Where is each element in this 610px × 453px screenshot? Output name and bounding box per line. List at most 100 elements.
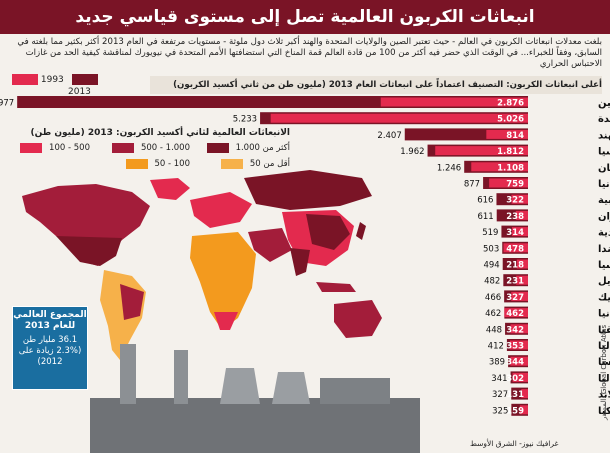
category-label-0: الصين: [598, 98, 610, 109]
category-label-4: اليابان: [598, 163, 610, 174]
bar-1993-8: [511, 227, 528, 237]
category-label-5: ألمانيا: [598, 177, 610, 190]
page-title: انبعاثات الكربون العالمية تصل إلى مستوى …: [75, 7, 535, 27]
bar-1993-3: [435, 146, 528, 156]
map-legend-swatch-3: [125, 158, 148, 169]
map-legend-item-3: 100 - 50: [125, 158, 190, 170]
bar-1993-2: [486, 129, 528, 139]
bar-1993-4: [471, 162, 528, 172]
category-label-14: جنوب أفريقيا: [598, 323, 610, 336]
bar-1993-5: [489, 178, 528, 188]
value-1993-3: 1.812: [497, 147, 524, 157]
category-label-16: فرنسا: [598, 357, 610, 368]
map-legend-item-2: 500 - 100: [20, 142, 90, 154]
chart-header-bar: [150, 76, 602, 94]
category-label-18: تايلاند: [598, 390, 610, 401]
value-1993-9: 478: [506, 244, 524, 254]
value-2013-18: 327: [492, 390, 508, 400]
title-bar: [0, 0, 610, 34]
graphic-credit: غرافيك نيوز- الشرق الأوسط: [470, 439, 559, 448]
map-usa: [56, 236, 122, 266]
value-1993-10: 218: [506, 261, 524, 271]
category-label-13: بريطانيا: [598, 309, 610, 320]
smokestack-1: [120, 344, 136, 404]
map-indonesia: [316, 282, 356, 292]
bar-1993-18: [521, 389, 528, 399]
value-1993-5: 759: [506, 180, 524, 190]
legend-swatch-1993: [12, 74, 38, 85]
bar-1993-13: [504, 308, 528, 318]
value-2013-0: 9.977: [0, 99, 14, 109]
map-india: [290, 248, 310, 276]
map-europe: [190, 192, 252, 228]
value-2013-14: 448: [486, 325, 502, 335]
map-legend-item-0: أكثر من 1.000: [206, 142, 290, 154]
category-label-10: اندونيسيا: [598, 260, 610, 271]
bar-1993-10: [516, 259, 528, 269]
chart-title: أعلى انبعاثات الكربون: التصنيف اعتماداً …: [173, 80, 602, 90]
value-2013-19: 325: [492, 406, 508, 416]
value-2013-11: 482: [484, 277, 500, 287]
category-label-6: كوريا الجنوبية: [598, 195, 610, 206]
value-2013-8: 519: [482, 228, 498, 238]
bar-1993-7: [515, 210, 528, 220]
map-japan: [356, 222, 366, 240]
value-2013-15: 412: [488, 342, 504, 352]
value-2013-7: 611: [477, 212, 493, 222]
global-total-value: 36.1 مليار طن: [22, 335, 78, 345]
bar-1993-12: [511, 291, 528, 301]
plant-building: [320, 378, 390, 404]
value-1993-7: 238: [506, 212, 524, 222]
legend-item-1993: 1993: [8, 74, 64, 86]
legend-swatch-2013: [72, 74, 98, 85]
plant-base: [90, 398, 420, 453]
category-label-11: البرازيل: [598, 276, 610, 287]
bar-1993-1: [270, 113, 528, 123]
category-label-7: إيران: [598, 211, 610, 222]
series-legend: 1993 2013: [8, 74, 118, 97]
bar-1993-14: [510, 324, 528, 334]
value-2013-10: 494: [483, 261, 499, 271]
value-1993-13: 462: [506, 309, 524, 319]
value-1993-18: 131: [506, 390, 524, 400]
value-1993-1: 5.026: [497, 115, 524, 125]
value-1993-4: 1.108: [497, 163, 524, 173]
map-russia: [244, 170, 372, 210]
value-2013-3: 1.962: [400, 147, 424, 157]
legend-label-2013: 2013: [68, 87, 91, 97]
map-legend-label-1: 1.000 - 500: [140, 143, 190, 153]
category-label-1: الولايات المتحدة: [598, 114, 610, 125]
value-1993-6: 322: [506, 196, 524, 206]
category-label-9: كندا: [598, 244, 610, 255]
smokestack-2: [174, 350, 188, 404]
value-2013-12: 466: [485, 293, 501, 303]
global-total-title: المجموع العالمي للعام 2013: [13, 310, 87, 331]
value-1993-15: 353: [506, 342, 524, 352]
world-map: [22, 170, 382, 360]
cooling-tower-1: [220, 368, 260, 404]
category-label-19: تركيا: [598, 406, 610, 417]
category-label-17: استراليا: [598, 373, 610, 384]
cooling-tower-2: [272, 372, 310, 404]
category-label-2: الهند: [598, 130, 610, 141]
value-2013-4: 1.246: [437, 163, 461, 173]
value-2013-6: 616: [477, 196, 493, 206]
map-north-america: [22, 184, 150, 266]
value-1993-12: 327: [506, 293, 524, 303]
value-1993-8: 314: [506, 228, 524, 238]
map-legend-label-0: أكثر من 1.000: [235, 143, 290, 153]
value-2013-13: 462: [485, 309, 501, 319]
bar-1993-15: [509, 340, 528, 350]
map-legend-label-3: 100 - 50: [154, 159, 190, 169]
map-australia: [334, 300, 382, 338]
map-china: [306, 214, 350, 250]
value-2013-17: 341: [491, 374, 507, 384]
bar-1993-11: [516, 275, 528, 285]
value-1993-0: 2.876: [497, 99, 524, 109]
category-label-8: السعودية: [598, 228, 610, 239]
map-brazil: [120, 284, 144, 320]
map-greenland: [150, 178, 190, 200]
map-legend-label-2: 500 - 100: [49, 143, 90, 153]
map-legend-swatch-0: [206, 142, 229, 153]
